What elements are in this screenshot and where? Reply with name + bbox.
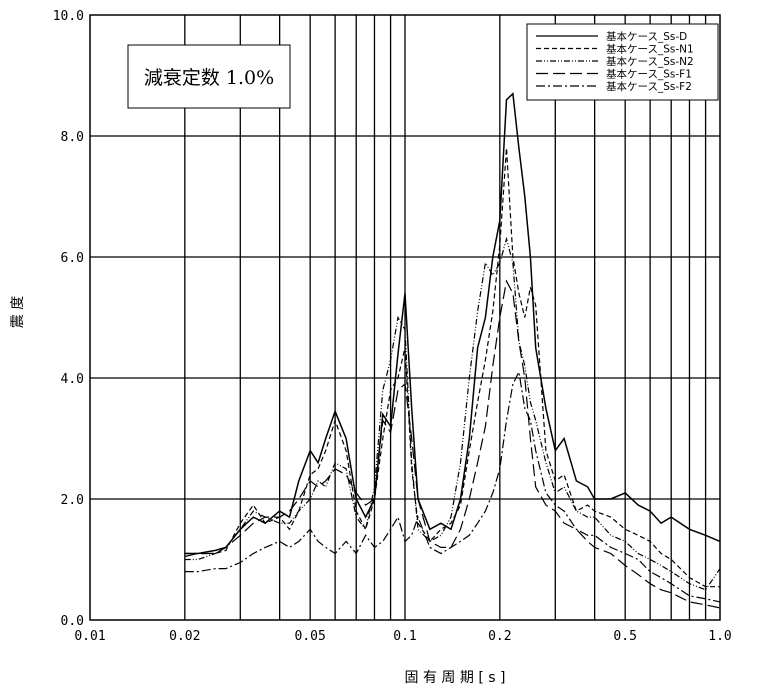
series-line-4	[184, 279, 721, 609]
legend-label-3: 基本ケース_Ss-N2	[606, 55, 694, 68]
legend: 基本ケース_Ss-D基本ケース_Ss-N1基本ケース_Ss-N2基本ケース_Ss…	[526, 23, 719, 101]
y-axis-title: 震 度	[10, 296, 26, 328]
legend-label-5: 基本ケース_Ss-F2	[606, 80, 692, 93]
legend-label-2: 基本ケース_Ss-N1	[606, 43, 694, 56]
x-tick-label: 0.02	[169, 629, 200, 644]
y-tick-label: 6.0	[61, 251, 84, 266]
y-tick-label: 10.0	[53, 9, 84, 24]
y-tick-label: 4.0	[61, 372, 84, 387]
x-tick-label: 0.05	[295, 629, 326, 644]
x-tick-label: 0.2	[488, 629, 511, 644]
x-tick-label: 1.0	[708, 629, 731, 644]
grid-lines	[90, 15, 720, 620]
y-tick-label: 2.0	[61, 493, 84, 508]
plot-frame	[89, 14, 721, 621]
series-line-3	[184, 236, 721, 591]
tick-labels: 0.01 0.02 0.05 0.1 0.2 0.5 1.0 0.0 2.0 4.0 6.0 8.0 1…	[53, 9, 732, 644]
series-layer	[184, 92, 721, 609]
series-line-5	[184, 370, 721, 603]
y-tick-label: 0.0	[61, 614, 84, 629]
series-line-2	[184, 148, 720, 588]
legend-label-4: 基本ケース_Ss-F1	[606, 68, 692, 81]
x-tick-label: 0.01	[74, 629, 105, 644]
annotation-label: 減衰定数 1.0%	[144, 67, 274, 89]
y-tick-label: 8.0	[61, 130, 84, 145]
x-axis-title: 固 有 周 期 [ s ]	[405, 670, 506, 686]
annotation-box: 減衰定数 1.0%	[127, 44, 291, 109]
series-line-1	[184, 92, 721, 555]
x-tick-label: 0.1	[393, 629, 416, 644]
legend-label-1: 基本ケース_Ss-D	[606, 30, 687, 43]
x-tick-label: 0.5	[613, 629, 636, 644]
